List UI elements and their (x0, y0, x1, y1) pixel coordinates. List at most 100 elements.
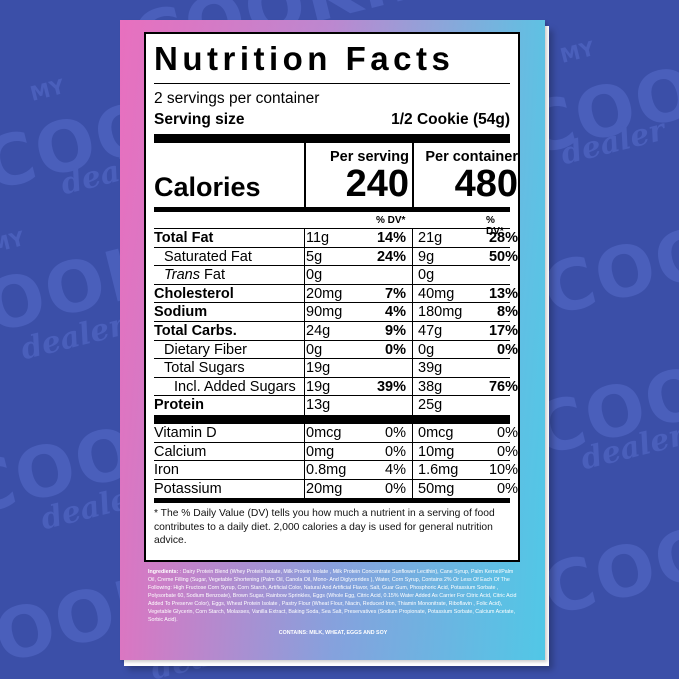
amount-per-container: 0mcg (418, 424, 454, 441)
dv-per-serving: 0% (385, 341, 406, 358)
dv-per-serving: 0% (385, 424, 406, 441)
row-divider (154, 246, 510, 248)
nutrient-row: Dietary Fiber 0g 0% 0g 0% (154, 341, 518, 360)
amount-per-container: 38g (418, 378, 443, 395)
row-divider (154, 283, 510, 285)
amount-per-serving: 20mg (306, 285, 343, 302)
amount-per-container: 9g (418, 248, 435, 265)
amount-per-serving: 0g (306, 267, 323, 284)
amount-per-container: 50mg (418, 480, 455, 497)
nutrition-label: Nutrition Facts 2 servings per container… (144, 32, 520, 562)
amount-per-serving: 19g (306, 378, 331, 395)
amount-per-container: 39g (418, 360, 443, 377)
amount-per-container: 40mg (418, 285, 455, 302)
ingredients-block: Ingredients: : Dairy Protein Blend (Whey… (148, 568, 518, 637)
dv-per-serving: 7% (385, 285, 406, 302)
amount-per-container: 10mg (418, 443, 455, 460)
per-container-header: Per container (425, 149, 518, 165)
divider-medium (154, 498, 510, 504)
vitamin-row: Potassium 20mg 0% 50mg 0% (154, 480, 518, 499)
nutrient-name: Total Carbs. (154, 322, 237, 339)
nutrient-row: Total Sugars 19g 39g (154, 359, 510, 378)
calories-per-container: 480 (454, 163, 518, 205)
dv-per-serving: 9% (385, 322, 406, 339)
nutrient-row: Total Fat 11g 14% 21g 28% (154, 229, 518, 248)
dv-header-serving: % DV* (376, 215, 406, 226)
dv-per-serving: 4% (385, 304, 406, 321)
amount-per-serving: 0mg (306, 443, 335, 460)
amount-per-serving: 20mg (306, 480, 343, 497)
nutrient-name: Sodium (154, 304, 208, 321)
serving-size-label: Serving size (154, 111, 245, 128)
serving-size-value: 1/2 Cookie (54g) (391, 111, 510, 128)
amount-per-serving: 0.8mg (306, 462, 347, 479)
brand-logo-word: COOKiE (534, 477, 679, 633)
vitamin-name: Calcium (154, 443, 207, 460)
label-title: Nutrition Facts (154, 39, 510, 84)
dv-per-serving: 39% (376, 378, 406, 395)
divider-thick (154, 414, 510, 424)
amount-per-serving: 19g (306, 360, 331, 377)
nutrient-row: Trans Fat 0g 0g (154, 266, 510, 285)
row-divider (154, 441, 510, 443)
dv-per-container: 10% (488, 462, 518, 479)
column-divider (304, 143, 306, 207)
brand-logo-word: COOKiE (534, 177, 679, 333)
dv-per-container: 8% (497, 304, 518, 321)
vitamin-row: Calcium 0mg 0% 10mg 0% (154, 443, 518, 462)
dv-per-serving: 0% (385, 480, 406, 497)
row-divider (154, 478, 510, 480)
row-divider (154, 302, 510, 304)
servings-per-container: 2 servings per container (154, 90, 320, 107)
vitamin-row: Iron 0.8mg 4% 1.6mg 10% (154, 461, 518, 480)
dv-header-container: % DV* (486, 215, 504, 237)
nutrient-name: Total Fat (154, 230, 214, 246)
row-divider (154, 358, 510, 360)
brand-logo-top: MY (557, 36, 597, 68)
dv-per-container: 0% (497, 341, 518, 358)
nutrient-name: Cholesterol (154, 285, 234, 302)
brand-logo-top: MY (27, 74, 67, 106)
amount-per-container: 0g (418, 341, 435, 358)
dv-per-container: 13% (488, 285, 518, 302)
ingredients-label: Ingredients: (148, 569, 179, 575)
vitamin-name: Potassium (154, 480, 222, 497)
row-divider (154, 395, 510, 397)
row-divider (154, 228, 510, 229)
row-divider (154, 460, 510, 462)
row-divider (154, 376, 510, 378)
column-divider (304, 229, 305, 415)
nutrient-row: Protein 13g 25g (154, 396, 510, 415)
ingredients-text: : Dairy Protein Blend (Whey Protein Isol… (148, 569, 517, 623)
column-divider (412, 423, 413, 499)
vitamin-row: Vitamin D 0mcg 0% 0mcg 0% (154, 424, 518, 443)
dv-header-row: % DV* % DV* (154, 212, 510, 237)
vitamin-name: Iron (154, 462, 179, 479)
amount-per-container: 25g (418, 397, 443, 414)
serving-size-row: Serving size 1/2 Cookie (54g) (154, 110, 510, 132)
column-divider (412, 143, 414, 207)
amount-per-serving: 13g (306, 397, 331, 414)
vitamin-list: Vitamin D 0mcg 0% 0mcg 0% Calcium 0mg 0% 10mg 0% I… (154, 423, 518, 499)
dv-per-container: 76% (488, 378, 518, 395)
nutrient-row: Sodium 90mg 4% 180mg 8% (154, 303, 518, 322)
amount-per-serving: 11g (306, 230, 330, 246)
column-divider (304, 423, 305, 499)
dv-per-container: 28% (488, 230, 518, 246)
row-divider (154, 339, 510, 341)
amount-per-serving: 5g (306, 248, 323, 265)
brand-logo-top: MY (0, 226, 27, 258)
amount-per-container: 180mg (418, 304, 463, 321)
dv-per-serving: 14% (376, 230, 406, 246)
row-divider (154, 265, 510, 267)
calories-label: Calories (154, 172, 261, 202)
product-card: Nutrition Facts 2 servings per container… (120, 20, 545, 660)
dv-per-serving: 4% (385, 462, 406, 479)
amount-per-container: 1.6mg (418, 462, 459, 479)
amount-per-serving: 24g (306, 322, 331, 339)
column-divider (412, 229, 413, 415)
calories-per-serving: 240 (345, 163, 409, 205)
nutrient-row: Incl. Added Sugars 19g 39% 38g 76% (154, 378, 518, 397)
amount-per-serving: 0g (306, 341, 323, 358)
dv-per-container: 0% (497, 424, 518, 441)
